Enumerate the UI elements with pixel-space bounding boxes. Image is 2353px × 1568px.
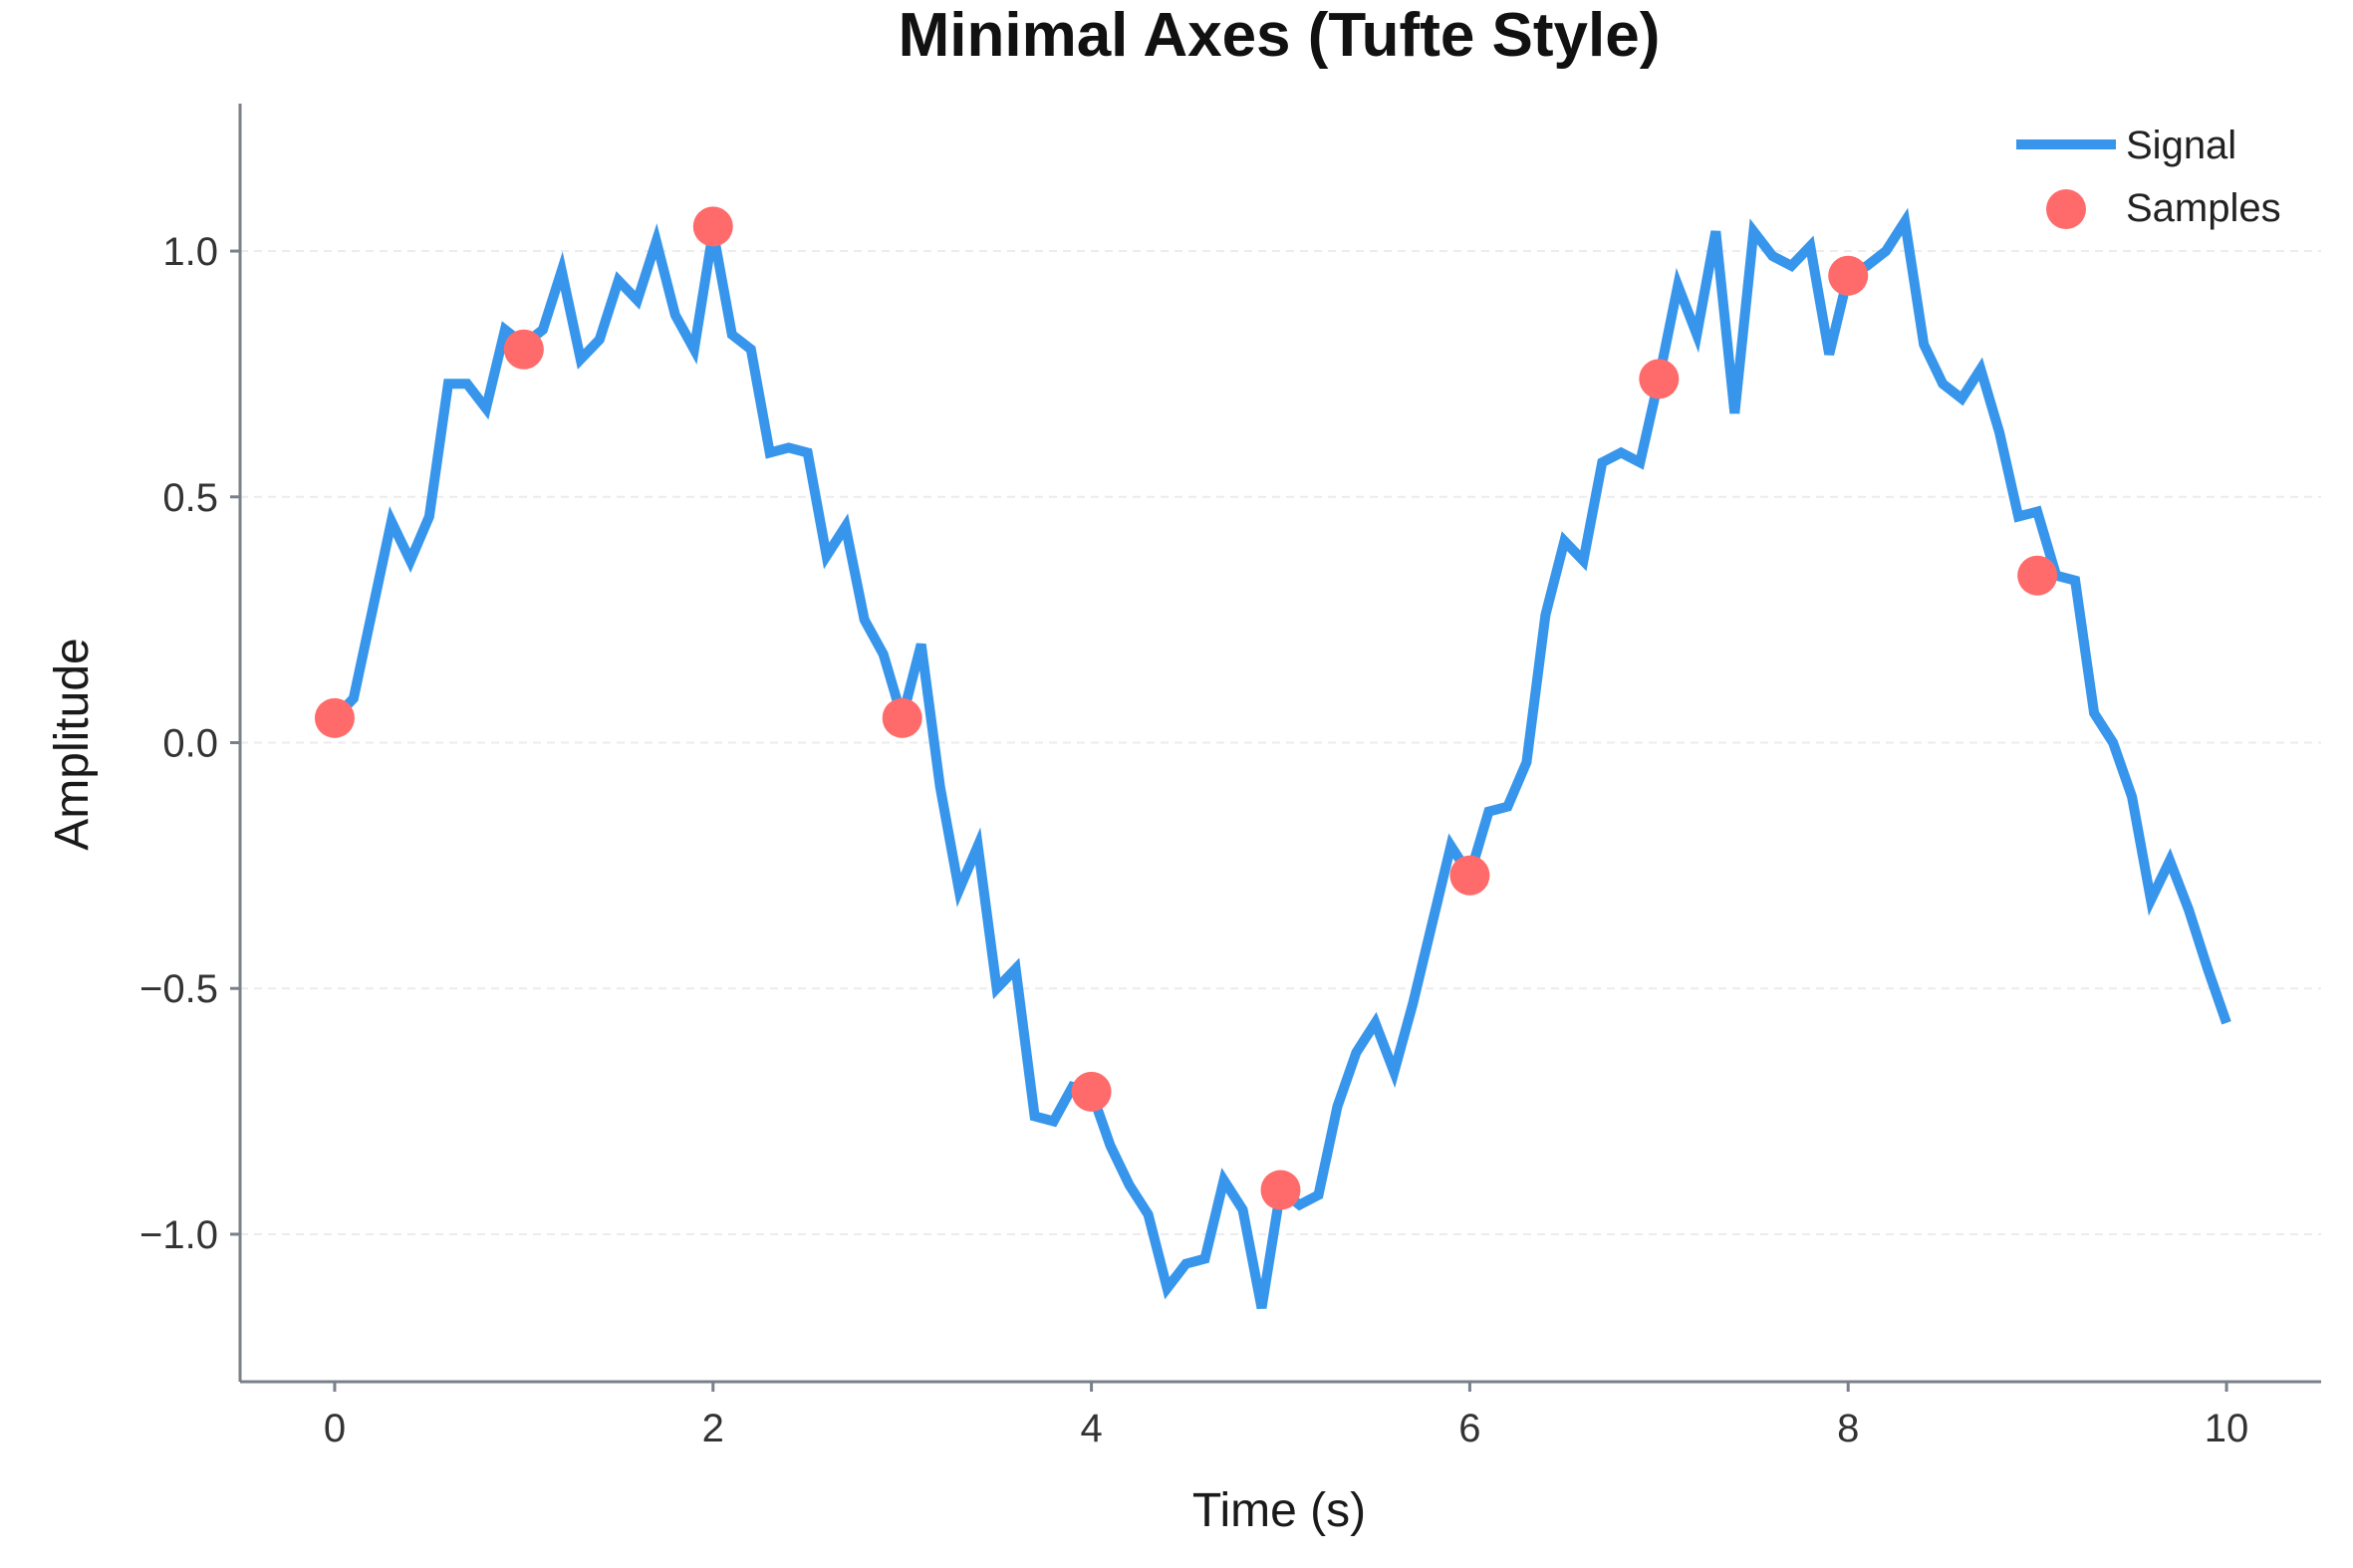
sample-point bbox=[1639, 359, 1680, 399]
x-tick-label: 0 bbox=[324, 1407, 346, 1450]
legend-samples-marker bbox=[2046, 189, 2086, 229]
y-axis-label: Amplitude bbox=[46, 638, 99, 850]
legend: Signal Samples bbox=[2016, 124, 2281, 230]
y-ticks: 1.0 0.5 0.0 −0.5 −1.0 bbox=[139, 230, 240, 1257]
sample-point bbox=[1260, 1170, 1301, 1210]
x-tick-label: 10 bbox=[2205, 1407, 2249, 1450]
x-tick-label: 2 bbox=[702, 1407, 724, 1450]
y-tick-label: −0.5 bbox=[139, 967, 218, 1011]
x-tick-label: 8 bbox=[1837, 1407, 1859, 1450]
signal-line bbox=[331, 207, 2231, 1309]
sample-point bbox=[503, 329, 544, 370]
x-ticks: 0 2 4 6 8 10 bbox=[324, 1382, 2248, 1450]
y-tick-label: 1.0 bbox=[162, 230, 218, 274]
legend-signal-label: Signal bbox=[2126, 124, 2236, 167]
sample-point bbox=[314, 697, 355, 738]
sample-point bbox=[882, 697, 922, 738]
grid bbox=[240, 250, 2321, 1235]
x-tick-label: 6 bbox=[1458, 1407, 1480, 1450]
plot-area bbox=[314, 206, 2231, 1309]
y-tick-label: −1.0 bbox=[139, 1213, 218, 1257]
sample-point bbox=[1449, 855, 1490, 896]
x-tick-label: 4 bbox=[1080, 1407, 1102, 1450]
sample-point bbox=[1828, 255, 1869, 296]
x-axis-label: Time (s) bbox=[1192, 1484, 1366, 1537]
sample-point bbox=[1071, 1071, 1112, 1112]
y-tick-label: 0.0 bbox=[162, 722, 218, 766]
legend-samples-label: Samples bbox=[2126, 186, 2281, 230]
sample-point bbox=[692, 206, 733, 247]
sample-point bbox=[2017, 555, 2058, 596]
chart-title: Minimal Axes (Tufte Style) bbox=[899, 1, 1661, 70]
y-tick-label: 0.5 bbox=[162, 476, 218, 520]
